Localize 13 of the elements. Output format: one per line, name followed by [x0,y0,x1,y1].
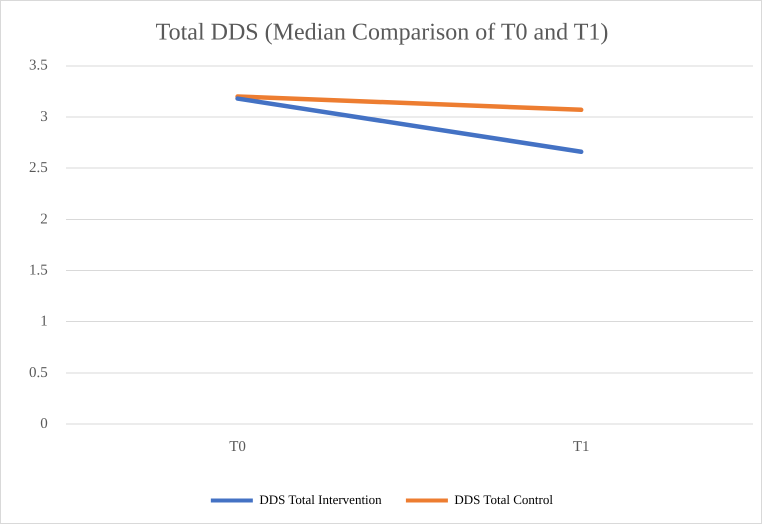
y-tick-label: 0.5 [29,364,48,381]
y-tick-label: 1 [40,314,48,330]
legend-label: DDS Total Control [454,492,554,507]
y-tick-label: 2.5 [29,160,48,176]
y-tick-label: 2 [40,211,48,228]
y-tick-label: 0 [40,416,48,432]
y-tick-label: 1.5 [29,262,48,278]
x-tick-label: T0 [229,438,246,455]
x-tick-label: T1 [572,438,590,455]
chart-title: Total DDS (Median Comparison of T0 and T1) [156,20,608,46]
legend-label: DDS Total Intervention [259,492,382,507]
y-tick-label: 3 [40,108,48,125]
y-tick-label: 3.5 [29,58,48,74]
